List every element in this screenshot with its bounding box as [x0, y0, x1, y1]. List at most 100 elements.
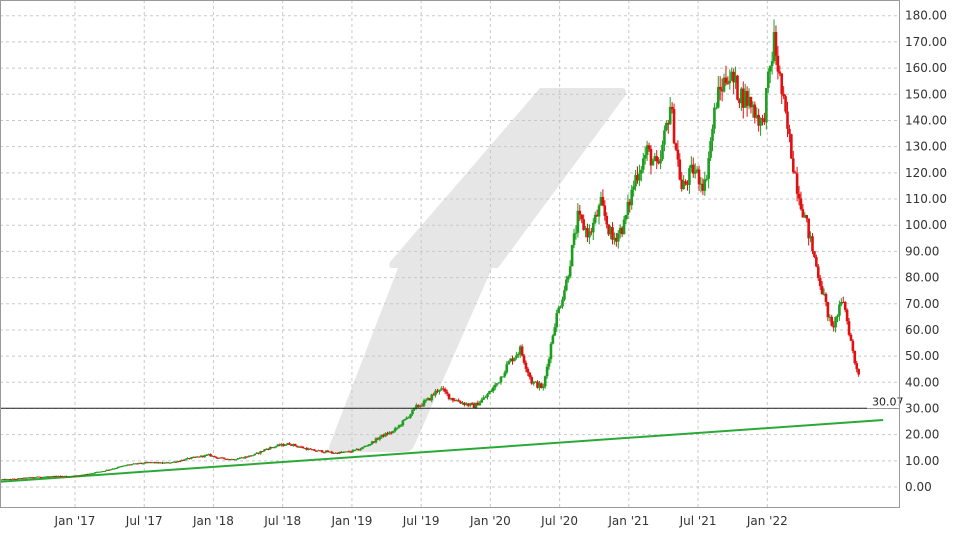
candle-body: [853, 350, 857, 364]
candle-body: [18, 478, 22, 480]
candle-body: [95, 471, 99, 473]
candle-body: [155, 462, 159, 464]
candle-body: [818, 277, 822, 287]
candle-body: [232, 459, 235, 461]
candle-body: [811, 236, 814, 252]
candle-body: [234, 459, 237, 461]
candle-body: [393, 428, 397, 432]
candle-body: [501, 376, 505, 378]
candle-body: [720, 89, 724, 92]
last-price-label-bg: [867, 395, 899, 409]
candle-body: [826, 302, 830, 318]
candle-body: [163, 462, 166, 464]
candle-body: [480, 399, 484, 403]
candle-body: [524, 362, 528, 369]
y-tick-label: 130.00: [905, 140, 947, 154]
candle-body: [53, 475, 57, 477]
candle-body: [386, 433, 389, 435]
candle-body: [666, 122, 670, 125]
candle-body: [691, 164, 695, 174]
candle-body: [315, 450, 318, 452]
candle-body: [224, 458, 228, 460]
candle-body: [318, 450, 322, 452]
candle-body: [651, 161, 655, 166]
candle-body: [68, 476, 72, 478]
candle-body: [399, 425, 403, 427]
candle-body: [838, 304, 841, 316]
x-tick-label: Jan '18: [192, 514, 234, 528]
candle-body: [141, 463, 145, 465]
candle-body: [670, 106, 674, 110]
candle-body: [199, 455, 203, 458]
y-tick-label: 120.00: [905, 166, 947, 180]
candle-body: [122, 465, 126, 467]
candle-body: [586, 228, 589, 238]
candle-body: [659, 159, 662, 164]
candle-body: [509, 358, 512, 362]
candle-body: [301, 446, 305, 449]
candle-body: [774, 32, 778, 56]
candle-body: [815, 256, 818, 267]
candle-body: [841, 301, 845, 303]
candle-body: [276, 444, 280, 447]
candle-body: [643, 154, 647, 159]
candle-body: [736, 75, 739, 100]
candle-body: [299, 446, 303, 448]
candle-body: [601, 197, 605, 206]
trendline-layer: [0, 419, 884, 483]
y-tick-label: 110.00: [905, 192, 947, 206]
candle-body: [70, 475, 74, 477]
candle-body: [161, 462, 164, 464]
candle-body: [559, 306, 562, 308]
candle-body: [820, 286, 824, 295]
candle-body: [107, 469, 110, 471]
candle-body: [91, 473, 95, 475]
candle-body: [249, 455, 253, 457]
candle-body: [791, 158, 795, 173]
candle-body: [845, 309, 849, 322]
candle-body: [622, 219, 626, 235]
candle-body: [284, 444, 287, 446]
candle-body: [463, 402, 466, 405]
candle-body: [407, 417, 410, 419]
candle-body: [326, 450, 330, 453]
candle-body: [816, 266, 820, 278]
candle-body: [591, 222, 595, 233]
candle-body: [247, 455, 251, 458]
candle-body: [253, 453, 257, 456]
candle-body: [172, 461, 176, 463]
candle-body: [409, 414, 412, 418]
candle-body: [72, 475, 76, 477]
y-tick-label: 150.00: [905, 87, 947, 101]
candle-body: [26, 477, 30, 479]
candle-body: [493, 384, 497, 388]
candle-body: [126, 464, 130, 466]
candle-body: [549, 343, 553, 360]
candle-body: [453, 400, 457, 402]
y-tick-label: 180.00: [905, 9, 947, 23]
candle-body: [707, 157, 710, 179]
candle-body: [561, 299, 564, 307]
candle-body: [397, 425, 401, 428]
candle-body: [757, 114, 760, 126]
candle-body: [45, 476, 49, 478]
candle-body: [278, 444, 282, 446]
candle-body: [474, 402, 478, 409]
y-tick-label: 10.00: [905, 454, 939, 468]
candle-body: [676, 149, 680, 160]
candle-body: [834, 316, 837, 328]
candle-body: [776, 55, 780, 72]
candle-body: [532, 381, 535, 384]
candle-body: [555, 313, 559, 328]
candle-body: [16, 478, 20, 480]
y-tick-label: 140.00: [905, 113, 947, 127]
candle-body: [120, 466, 124, 468]
candle-body: [672, 109, 676, 144]
candle-body: [140, 462, 143, 464]
candle-body: [272, 447, 276, 449]
candle-body: [368, 444, 372, 446]
candle-body: [261, 451, 264, 453]
candle-body: [220, 457, 224, 459]
candle-body: [443, 389, 447, 392]
y-tick-label: 70.00: [905, 297, 939, 311]
